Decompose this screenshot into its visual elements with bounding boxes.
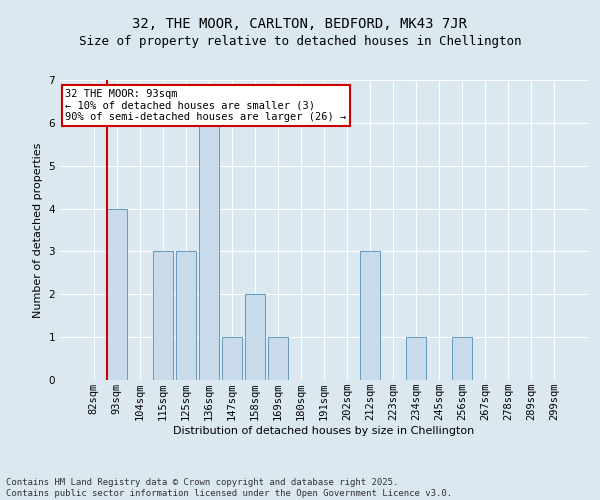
Bar (268, 337, 288, 380)
Text: Size of property relative to detached houses in Chellington: Size of property relative to detached ho… (79, 35, 521, 48)
X-axis label: Distribution of detached houses by size in Chellington: Distribution of detached houses by size … (173, 426, 475, 436)
Text: 32, THE MOOR, CARLTON, BEDFORD, MK43 7JR: 32, THE MOOR, CARLTON, BEDFORD, MK43 7JR (133, 18, 467, 32)
Text: 32 THE MOOR: 93sqm
← 10% of detached houses are smaller (3)
90% of semi-detached: 32 THE MOOR: 93sqm ← 10% of detached hou… (65, 89, 347, 122)
Text: Contains HM Land Registry data © Crown copyright and database right 2025.
Contai: Contains HM Land Registry data © Crown c… (6, 478, 452, 498)
Bar (360, 252, 380, 380)
Y-axis label: Number of detached properties: Number of detached properties (33, 142, 43, 318)
Bar (176, 252, 196, 380)
Bar (153, 252, 173, 380)
Bar (199, 123, 218, 380)
Bar (107, 208, 127, 380)
Bar (406, 337, 426, 380)
Bar (452, 337, 472, 380)
Bar (222, 337, 242, 380)
Bar (245, 294, 265, 380)
